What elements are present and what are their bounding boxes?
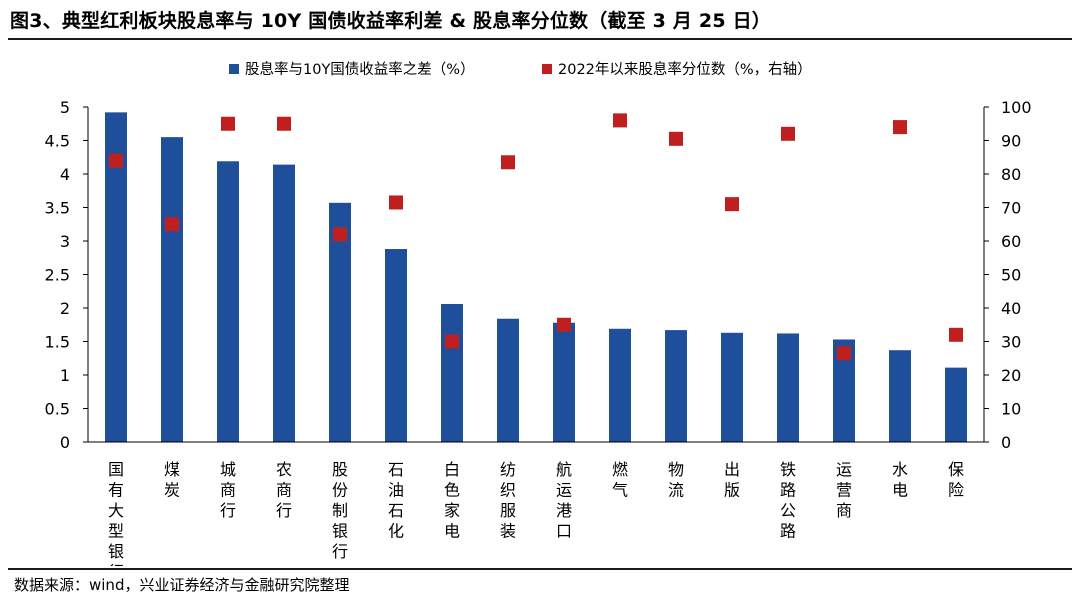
right-axis-tick-label: 80 <box>1001 165 1021 184</box>
marker-2 <box>165 217 179 232</box>
left-axis-tick-label: 0 <box>60 433 70 452</box>
left-axis-tick-label: 1.5 <box>45 333 70 352</box>
marker-10 <box>613 113 627 128</box>
marker-14 <box>837 346 851 361</box>
bar-2 <box>161 137 183 442</box>
bar-14 <box>833 339 855 442</box>
bar-6 <box>385 249 407 442</box>
category-label-13: 铁路公路 <box>780 460 796 541</box>
right-axis-tick-label: 90 <box>1001 132 1021 151</box>
category-label-6: 石油石化 <box>388 460 404 541</box>
legend-swatch-marker <box>542 64 552 74</box>
right-axis-tick-label: 100 <box>1001 98 1032 117</box>
bar-16 <box>945 367 967 442</box>
source-note: 数据来源：wind，兴业证券经济与金融研究院整理 <box>14 576 350 594</box>
legend-swatch-bar <box>229 64 239 74</box>
marker-5 <box>333 227 347 242</box>
bar-15 <box>889 350 911 442</box>
category-label-7: 白色家电 <box>444 460 460 541</box>
category-label-3: 城商行 <box>220 460 236 520</box>
category-label-11: 物流 <box>668 460 684 500</box>
bar-10 <box>609 328 631 442</box>
bar-4 <box>273 164 295 442</box>
right-axis-tick-label: 40 <box>1001 299 1021 318</box>
footer-divider <box>8 568 1072 570</box>
bar-8 <box>497 318 519 442</box>
chart-title: 图3、典型红利板块股息率与 10Y 国债收益率利差 & 股息率分位数（截至 3 … <box>10 10 771 32</box>
bar-9 <box>553 322 575 442</box>
bar-1 <box>105 112 127 443</box>
marker-4 <box>277 116 291 131</box>
legend-label-bar: 股息率与10Y国债收益率之差（%） <box>245 61 475 78</box>
category-label-1: 国有大型银行 <box>108 460 124 566</box>
marker-12 <box>725 197 739 212</box>
category-label-14: 运营商 <box>836 460 852 520</box>
bar-11 <box>665 330 687 442</box>
left-axis-tick-label: 3.5 <box>45 199 70 218</box>
left-axis-tick-label: 0.5 <box>45 400 70 419</box>
category-label-9: 航运港口 <box>556 460 572 541</box>
category-label-16: 保险 <box>948 460 964 500</box>
chart: 股息率与10Y国债收益率之差（%） 2022年以来股息率分位数（%，右轴） 0 0.5… <box>45 61 1032 566</box>
category-label-5: 股份制银行 <box>332 460 348 561</box>
left-axis-tick-label: 1 <box>60 366 70 385</box>
right-axis-tick-label: 20 <box>1001 366 1021 385</box>
left-axis-tick-label: 5 <box>60 98 70 117</box>
right-axis-tick-label: 70 <box>1001 199 1021 218</box>
right-axis-tick-label: 10 <box>1001 400 1021 419</box>
category-label-2: 煤炭 <box>164 460 180 500</box>
marker-1 <box>109 153 123 168</box>
category-label-10: 燃气 <box>612 460 628 500</box>
marker-15 <box>893 120 907 135</box>
bar-3 <box>217 161 239 442</box>
category-label-15: 水电 <box>892 460 908 500</box>
left-axis-tick-label: 2 <box>60 299 70 318</box>
left-axis-tick-label: 4 <box>60 165 70 184</box>
left-axis-tick-label: 2.5 <box>45 266 70 285</box>
marker-16 <box>949 327 963 342</box>
marker-9 <box>557 317 571 332</box>
bar-13 <box>777 333 799 442</box>
bar-7 <box>441 303 463 442</box>
right-axis-tick-label: 0 <box>1001 433 1011 452</box>
bar-12 <box>721 332 743 442</box>
left-axis-tick-label: 3 <box>60 232 70 251</box>
marker-7 <box>445 334 459 349</box>
marker-8 <box>501 155 515 170</box>
right-axis-tick-label: 30 <box>1001 333 1021 352</box>
marker-3 <box>221 116 235 131</box>
category-label-4: 农商行 <box>276 460 292 520</box>
category-label-8: 纺织服装 <box>500 460 516 541</box>
right-axis-tick-label: 50 <box>1001 266 1021 285</box>
legend-label-marker: 2022年以来股息率分位数（%，右轴） <box>558 61 812 78</box>
left-axis-tick-label: 4.5 <box>45 132 70 151</box>
marker-6 <box>389 195 403 210</box>
title-divider <box>8 38 1072 40</box>
right-axis-tick-label: 60 <box>1001 232 1021 251</box>
marker-13 <box>781 126 795 141</box>
category-label-12: 出版 <box>724 460 740 500</box>
marker-11 <box>669 131 683 146</box>
bar-5 <box>329 202 351 442</box>
